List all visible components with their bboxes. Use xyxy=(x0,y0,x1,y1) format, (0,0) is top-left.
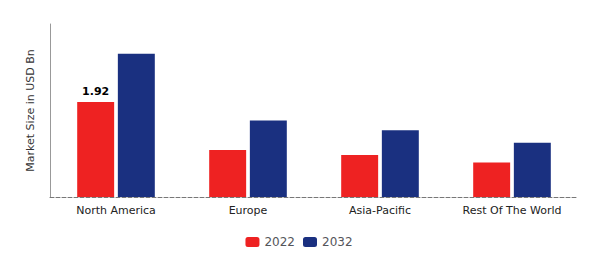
svg-text:2022: 2022 xyxy=(264,235,295,249)
svg-text:Asia-Pacific: Asia-Pacific xyxy=(349,204,411,217)
svg-text:North America: North America xyxy=(76,204,156,217)
svg-text:Rest Of The World: Rest Of The World xyxy=(463,204,562,217)
svg-text:Europe: Europe xyxy=(229,204,268,217)
svg-text:Market Size in USD Bn: Market Size in USD Bn xyxy=(24,49,37,171)
svg-text:1.92: 1.92 xyxy=(82,85,109,98)
svg-text:2032: 2032 xyxy=(322,235,353,249)
